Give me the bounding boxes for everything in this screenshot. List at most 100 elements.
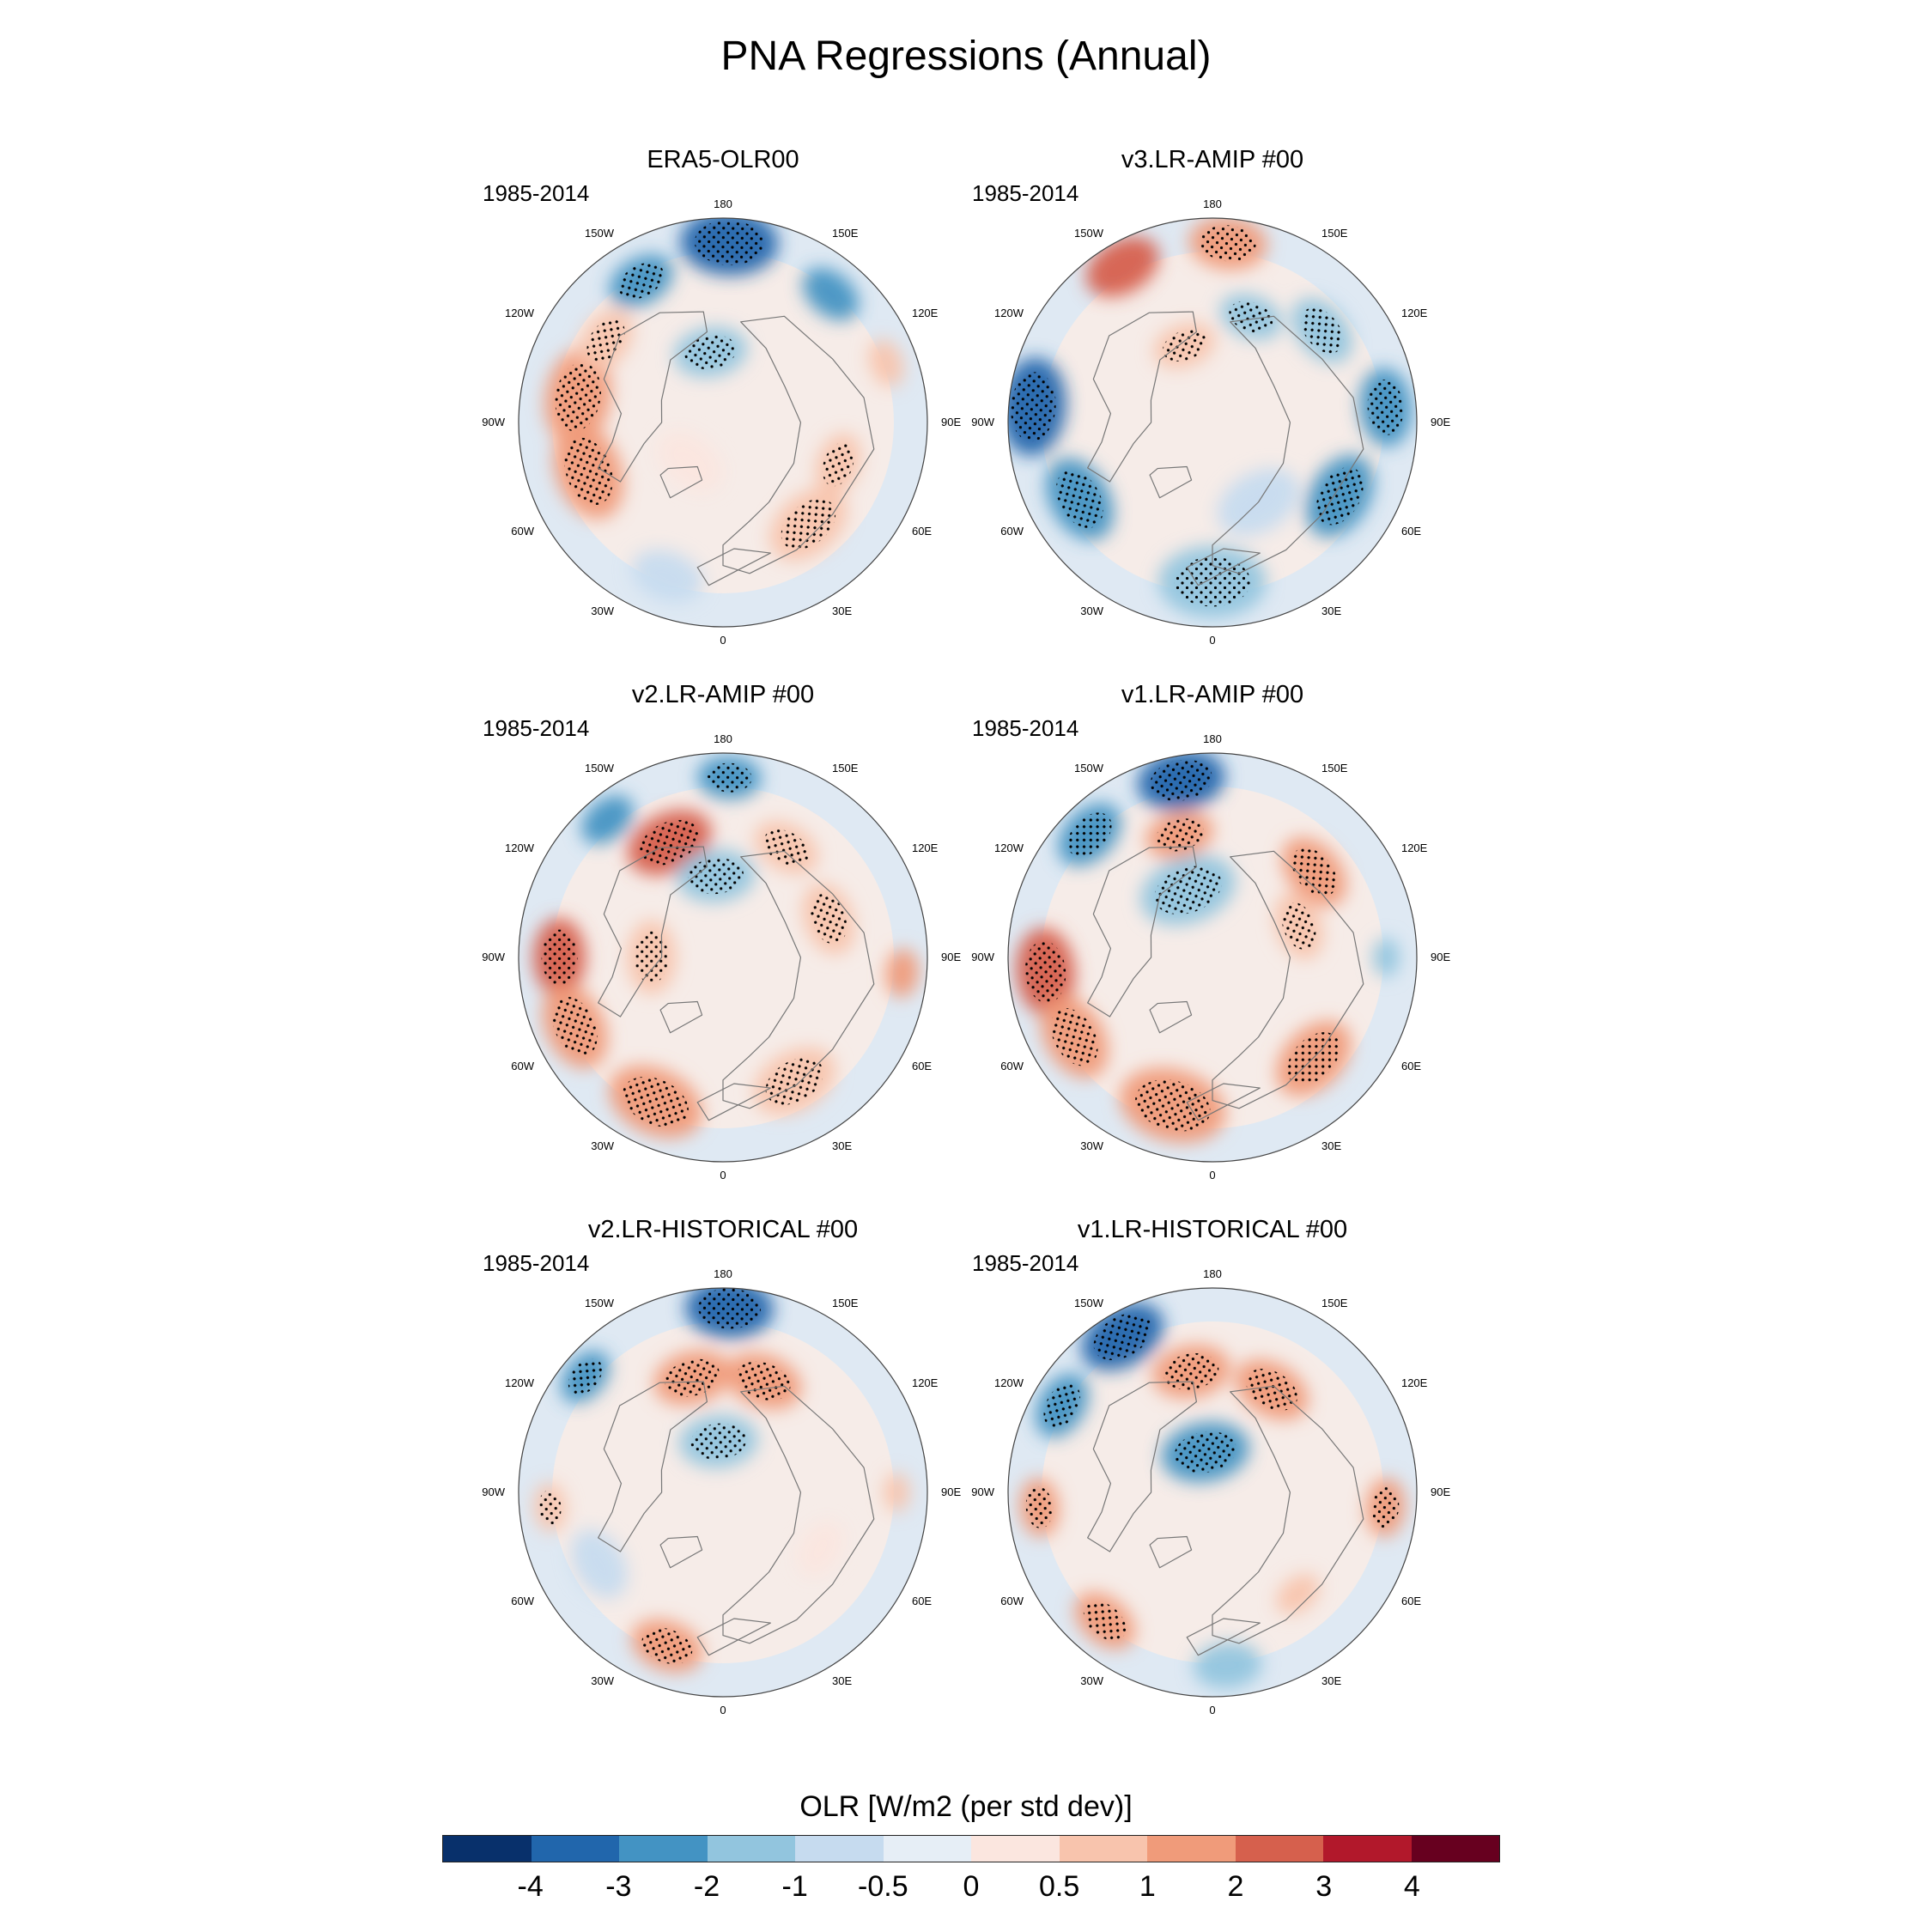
polar-map: 180 150E 120E 90E 60E 30E 0 30W 60W 90W 120W 150W (971, 1267, 1450, 1716)
significance-stippling (1163, 330, 1206, 361)
significance-stippling (1367, 380, 1404, 435)
longitude-label: 60E (1401, 525, 1421, 538)
significance-stippling (552, 996, 598, 1056)
longitude-label: 60W (1000, 525, 1024, 538)
longitude-label: 90W (971, 951, 994, 963)
significance-stippling (1083, 1601, 1127, 1641)
longitude-label: 120W (505, 1376, 535, 1389)
longitude-label: 60E (1401, 1595, 1421, 1607)
negative-anomaly (631, 550, 703, 603)
colorbar-tick-label: -4 (517, 1870, 544, 1903)
longitude-label: 60W (511, 1060, 534, 1072)
coastline (1149, 1535, 1193, 1569)
coastline (722, 315, 875, 574)
positive-anomaly (868, 339, 904, 387)
colorbar-tick-label: -0.5 (858, 1870, 908, 1903)
colorbar-tick-label: 3 (1315, 1870, 1333, 1903)
longitude-label: 180 (714, 197, 732, 210)
longitude-label: 150W (585, 227, 615, 240)
significance-stippling (538, 1490, 562, 1525)
significance-stippling (1024, 940, 1066, 1004)
colorbar-tick-label: 4 (1403, 1870, 1420, 1903)
colorbar-segment (531, 1836, 619, 1862)
longitude-label: 0 (720, 1169, 726, 1182)
longitude-label: 180 (1203, 1267, 1222, 1280)
significance-stippling (1316, 467, 1364, 526)
positive-anomaly (1085, 236, 1159, 297)
colorbar-tick-label: 0.5 (1039, 1870, 1080, 1903)
longitude-label: 0 (1209, 1704, 1215, 1716)
map-panel: v1.LR-HISTORICAL #00 1985-2014 180 150E 12… (971, 1216, 1453, 1716)
negative-anomaly (802, 268, 860, 320)
longitude-label: 150E (832, 1297, 859, 1309)
coastline (722, 1385, 875, 1644)
longitude-label: 90W (971, 1485, 994, 1498)
colorbar-segment (443, 1836, 532, 1862)
significance-stippling (641, 1627, 693, 1665)
longitude-label: 150E (1321, 762, 1348, 775)
panel-title: v1.LR-AMIP #00 (1121, 681, 1304, 708)
significance-stippling (640, 819, 700, 866)
positive-anomaly (885, 948, 919, 998)
significance-stippling (586, 318, 625, 362)
longitude-label: 180 (714, 1267, 732, 1280)
coastline (722, 850, 875, 1109)
longitude-label: 60E (912, 525, 932, 538)
longitude-label: 150W (585, 1297, 615, 1309)
coastline (1186, 1083, 1261, 1121)
panel-period: 1985-2014 (483, 715, 590, 741)
coastline (1149, 465, 1193, 499)
panel-title: v2.LR-HISTORICAL #00 (587, 1216, 859, 1243)
positive-anomaly (798, 1521, 843, 1577)
longitude-label: 120W (994, 1376, 1024, 1389)
significance-stippling (688, 858, 744, 895)
significance-stippling (698, 1288, 761, 1329)
significance-stippling (1156, 818, 1204, 852)
longitude-label: 120E (1401, 307, 1428, 319)
longitude-label: 150E (832, 762, 859, 775)
map-panel: ERA5-OLR00 1985-2014 180 150E 120E 90E 60E 30… (482, 146, 963, 647)
longitude-label: 90E (1431, 951, 1450, 963)
longitude-label: 0 (720, 1704, 726, 1716)
coastline (659, 465, 703, 499)
map-panel: v1.LR-AMIP #00 1985-2014 180 150E 120E 90E 6… (971, 681, 1453, 1182)
longitude-label: 180 (714, 732, 732, 745)
coastline (1186, 1618, 1261, 1656)
colorbar-segment (707, 1836, 795, 1862)
longitude-label: 30E (1321, 605, 1341, 617)
colorbar-tick-label: -2 (693, 1870, 720, 1903)
significance-stippling (1011, 372, 1056, 442)
longitude-label: 180 (1203, 197, 1222, 210)
longitude-label: 120E (912, 307, 939, 319)
longitude-label: 30W (1080, 605, 1103, 617)
colorbar-tick-label: 0 (963, 1870, 980, 1903)
coastline (696, 1083, 771, 1121)
longitude-label: 150E (1321, 1297, 1348, 1309)
longitude-label: 0 (1209, 634, 1215, 647)
significance-stippling (555, 362, 601, 432)
significance-stippling (1287, 1032, 1340, 1085)
colorbar-segment (971, 1836, 1060, 1862)
longitude-label: 90W (482, 1485, 505, 1498)
panel-period: 1985-2014 (483, 180, 590, 206)
polar-map: 180 150E 120E 90E 60E 30E 0 30W 60W 90W 120W 150W (482, 1267, 961, 1716)
significance-stippling (1174, 1431, 1236, 1473)
longitude-label: 30E (832, 605, 852, 617)
significance-stippling (618, 262, 664, 300)
significance-stippling (707, 762, 752, 793)
map-panel: v2.LR-AMIP #00 1985-2014 180 150E 120E 90E 6… (482, 681, 963, 1182)
significance-stippling (1163, 1352, 1219, 1390)
longitude-label: 120E (912, 841, 939, 854)
colorbar-tick-label: 1 (1139, 1870, 1156, 1903)
map-border (518, 752, 928, 1163)
colorbar-segment (1235, 1836, 1323, 1862)
longitude-label: 150W (1074, 762, 1104, 775)
map-background (519, 1288, 927, 1697)
significance-stippling (564, 437, 613, 506)
significance-stippling (1200, 225, 1256, 262)
colorbar-title: OLR [W/m2 (per std dev)] (799, 1790, 1133, 1823)
longitude-label: 60W (1000, 1060, 1024, 1072)
figure-title: PNA Regressions (Annual) (720, 33, 1212, 79)
polar-map: 180 150E 120E 90E 60E 30E 0 30W 60W 90W 120W 150W (971, 732, 1450, 1182)
significance-stippling (1154, 866, 1222, 914)
